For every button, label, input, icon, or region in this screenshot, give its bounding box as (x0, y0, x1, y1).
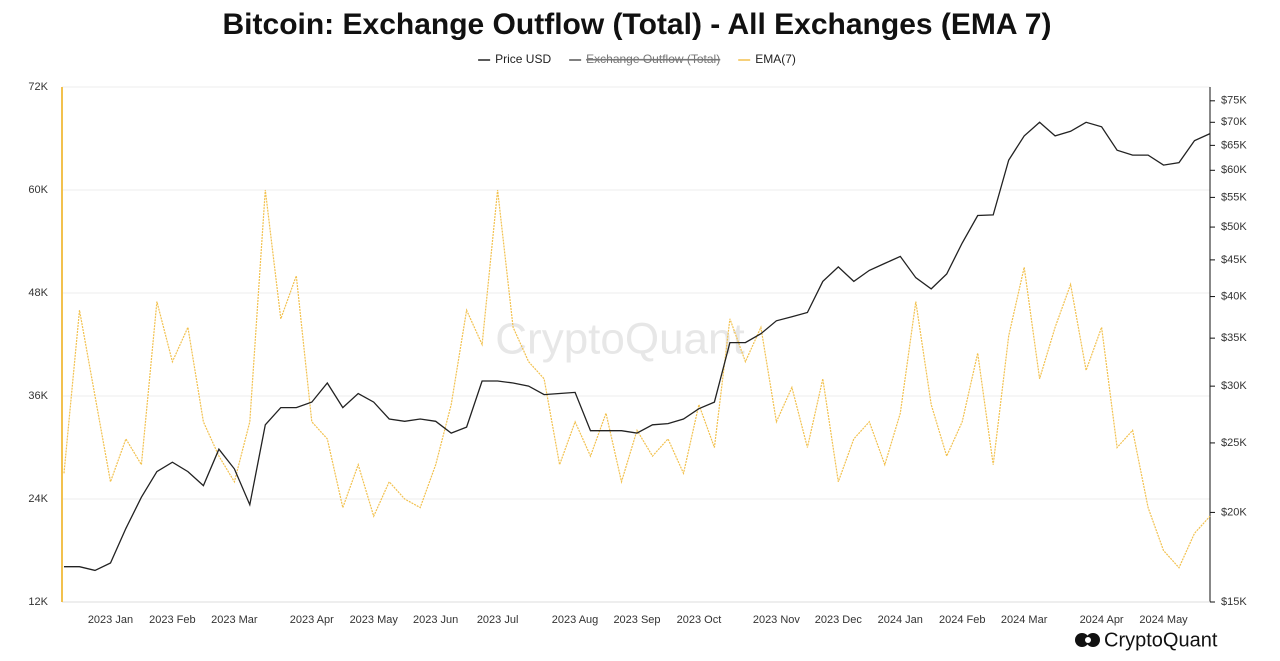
legend: Price USD Exchange Outflow (Total) EMA(7) (478, 52, 796, 66)
series-line (63, 189, 1211, 569)
x-tick-label: 2023 Oct (677, 614, 722, 626)
y2-tick-label: $50K (1221, 221, 1247, 233)
y-tick-label: 12K (28, 596, 48, 608)
x-tick-label: 2023 Mar (211, 614, 258, 626)
x-tick-label: 2024 Mar (1001, 614, 1048, 626)
x-tick-label: 2024 Feb (939, 614, 985, 626)
y2-tick-label: $15K (1221, 596, 1247, 608)
brand: CryptoQuant (1104, 629, 1218, 651)
y-tick-label: 72K (28, 81, 48, 93)
x-tick-label: 2023 Sep (613, 614, 660, 626)
y2-tick-label: $75K (1221, 95, 1247, 107)
x-tick-label: 2023 Jul (477, 614, 519, 626)
x-tick-label: 2023 Dec (815, 614, 863, 626)
y2-tick-label: $40K (1221, 290, 1247, 302)
watermark: CryptoQuant (495, 315, 744, 364)
x-tick-label: 2023 Nov (753, 614, 801, 626)
x-tick-label: 2024 Apr (1080, 614, 1124, 626)
x-tick-label: 2023 Feb (149, 614, 195, 626)
y2-tick-label: $55K (1221, 191, 1247, 203)
chart-title: Bitcoin: Exchange Outflow (Total) - All … (223, 8, 1052, 41)
y2-tick-label: $35K (1221, 332, 1247, 344)
y-tick-label: 36K (28, 390, 48, 402)
y-tick-label: 60K (28, 184, 48, 196)
series-line (64, 121, 1211, 572)
y2-tick-label: $20K (1221, 506, 1247, 518)
legend-label: Price USD (495, 52, 551, 66)
x-tick-label: 2024 Jan (878, 614, 923, 626)
y2-tick-label: $30K (1221, 380, 1247, 392)
x-tick-label: 2023 Apr (290, 614, 334, 626)
legend-label: EMA(7) (755, 52, 796, 66)
y2-tick-label: $60K (1221, 164, 1247, 176)
y2-tick-label: $25K (1221, 437, 1247, 449)
y2-tick-label: $65K (1221, 139, 1247, 151)
legend-label: Exchange Outflow (Total) (586, 52, 720, 66)
brand-logo (1075, 633, 1100, 647)
y2-tick-label: $70K (1221, 116, 1247, 128)
x-tick-label: 2023 Aug (552, 614, 599, 626)
x-tick-label: 2023 May (350, 614, 399, 626)
x-tick-label: 2023 Jun (413, 614, 458, 626)
y-tick-label: 48K (28, 287, 48, 299)
y-tick-label: 24K (28, 493, 48, 505)
y2-tick-label: $45K (1221, 254, 1247, 266)
x-tick-label: 2023 Jan (88, 614, 133, 626)
x-tick-label: 2024 May (1139, 614, 1188, 626)
